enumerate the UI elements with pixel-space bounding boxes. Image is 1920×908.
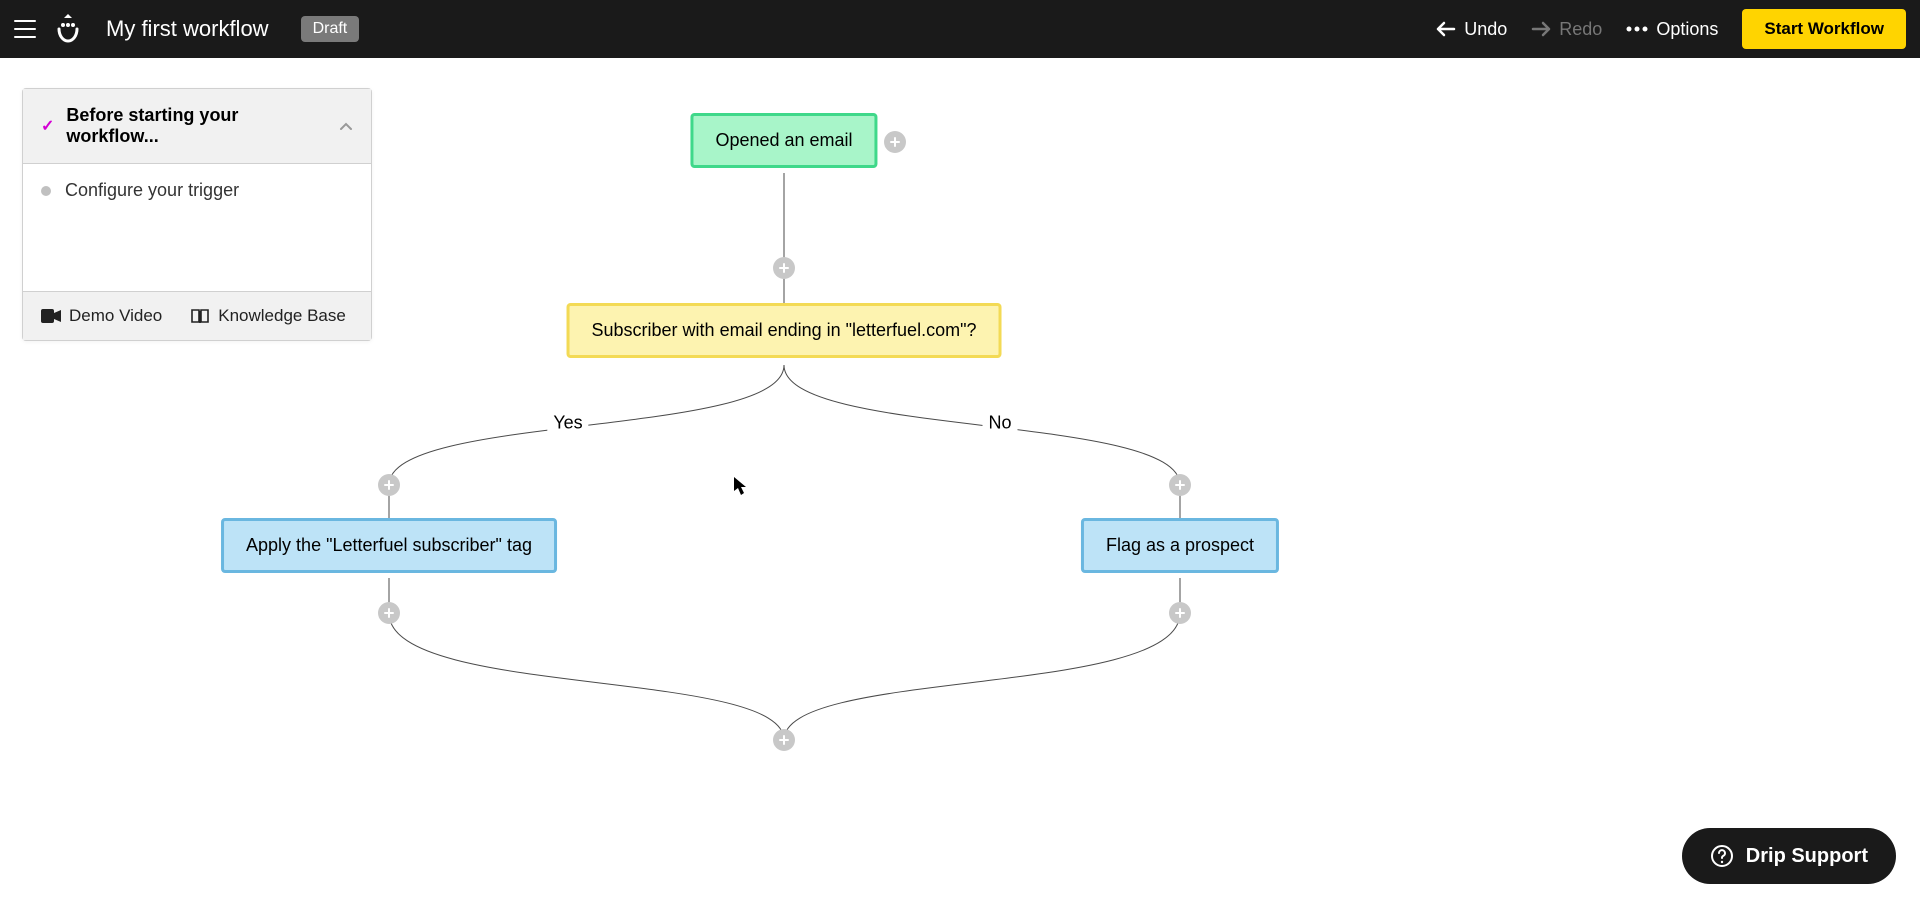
video-icon [41, 309, 61, 323]
undo-button[interactable]: Undo [1436, 19, 1507, 40]
cursor-icon [733, 476, 747, 496]
add-step-button[interactable] [773, 729, 795, 751]
add-trigger-button[interactable] [884, 131, 906, 153]
start-workflow-button[interactable]: Start Workflow [1742, 9, 1906, 49]
trigger-node[interactable]: Opened an email [690, 113, 877, 168]
app-logo[interactable] [54, 12, 82, 46]
branch-label-no: No [982, 413, 1017, 434]
menu-icon[interactable] [14, 20, 36, 38]
add-step-button[interactable] [378, 474, 400, 496]
add-step-button[interactable] [378, 602, 400, 624]
trigger-label: Opened an email [715, 130, 852, 150]
checklist-panel: ✓ Before starting your workflow... Confi… [22, 88, 372, 341]
redo-label: Redo [1559, 19, 1602, 40]
action-left-label: Apply the "Letterfuel subscriber" tag [246, 535, 532, 555]
status-badge: Draft [301, 16, 360, 42]
demo-video-label: Demo Video [69, 306, 162, 326]
undo-label: Undo [1464, 19, 1507, 40]
check-icon: ✓ [41, 116, 54, 136]
support-button[interactable]: Drip Support [1682, 828, 1896, 884]
book-icon [190, 308, 210, 324]
checklist-title: Before starting your workflow... [66, 105, 327, 147]
status-dot-icon [41, 186, 51, 196]
app-header: My first workflow Draft Undo Redo Option… [0, 0, 1920, 58]
add-step-button[interactable] [1169, 474, 1191, 496]
action-node-right[interactable]: Flag as a prospect [1081, 518, 1279, 573]
action-right-label: Flag as a prospect [1106, 535, 1254, 555]
checklist-body: Configure your trigger [23, 164, 371, 291]
add-step-button[interactable] [773, 257, 795, 279]
chevron-up-icon [339, 118, 353, 134]
options-label: Options [1656, 19, 1718, 40]
demo-video-link[interactable]: Demo Video [41, 306, 162, 326]
header-right: Undo Redo Options Start Workflow [1436, 9, 1906, 49]
help-icon [1710, 844, 1734, 868]
workflow-title[interactable]: My first workflow [106, 16, 269, 42]
branch-label-yes: Yes [547, 413, 588, 434]
action-node-left[interactable]: Apply the "Letterfuel subscriber" tag [221, 518, 557, 573]
checklist-footer: Demo Video Knowledge Base [23, 291, 371, 340]
knowledge-base-link[interactable]: Knowledge Base [190, 306, 346, 326]
checklist-item[interactable]: Configure your trigger [41, 180, 353, 201]
knowledge-base-label: Knowledge Base [218, 306, 346, 326]
checklist-item-label: Configure your trigger [65, 180, 239, 201]
options-button[interactable]: Options [1626, 19, 1718, 40]
support-label: Drip Support [1746, 845, 1868, 868]
header-left: My first workflow Draft [14, 12, 359, 46]
decision-node[interactable]: Subscriber with email ending in "letterf… [567, 303, 1002, 358]
redo-button[interactable]: Redo [1531, 19, 1602, 40]
add-step-button[interactable] [1169, 602, 1191, 624]
decision-label: Subscriber with email ending in "letterf… [592, 320, 977, 340]
checklist-header[interactable]: ✓ Before starting your workflow... [23, 89, 371, 164]
